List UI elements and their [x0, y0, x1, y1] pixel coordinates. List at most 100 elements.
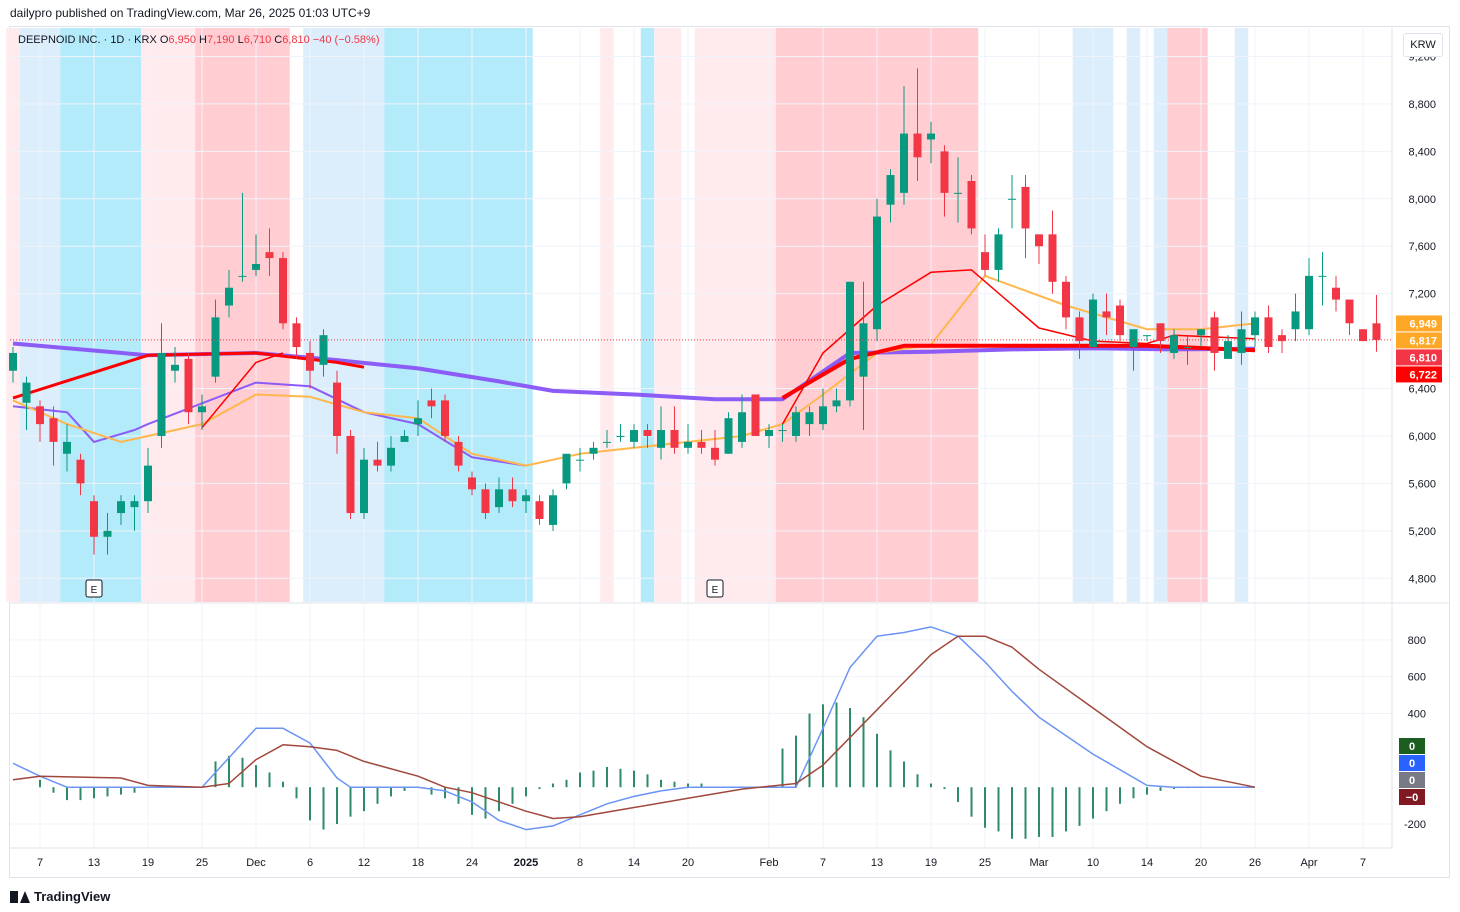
- candle-body: [319, 335, 328, 365]
- candle-body: [819, 406, 827, 425]
- candle-body: [886, 175, 895, 205]
- price-tick-label: 4,800: [1408, 573, 1436, 585]
- candle-body: [630, 430, 638, 442]
- time-tick-label: 7: [37, 857, 43, 869]
- macd-badge: [1399, 772, 1425, 788]
- price-tick-label: 5,200: [1408, 526, 1436, 538]
- open-label: O: [159, 34, 169, 46]
- ma-red-short-line: [201, 352, 284, 429]
- candle-body: [1332, 287, 1340, 300]
- signal-zone: [195, 28, 290, 602]
- macd-tick-label: -200: [1404, 819, 1426, 831]
- candle-body: [1291, 311, 1300, 330]
- macd-tick-label: 800: [1408, 635, 1426, 647]
- candle-body: [643, 430, 652, 436]
- signal-zone: [1126, 28, 1141, 602]
- candle-body: [238, 275, 247, 277]
- signal-zone: [640, 28, 655, 602]
- tradingview-logo-icon: [10, 890, 30, 903]
- signal-zone: [384, 28, 533, 602]
- candle-body: [90, 501, 98, 537]
- price-badge-label: 6,949: [1409, 318, 1437, 330]
- time-tick-label: Dec: [246, 857, 266, 869]
- time-tick-label: 13: [88, 857, 100, 869]
- candle-body: [279, 258, 287, 324]
- candle-body: [1021, 186, 1030, 229]
- publish-header: dailypro published on TradingView.com, M…: [10, 6, 371, 20]
- open-value: 6,950: [168, 34, 196, 46]
- price-tick-label: 6,400: [1408, 384, 1436, 396]
- candle-body: [9, 352, 17, 371]
- time-tick-label: 7: [820, 857, 826, 869]
- time-tick-label: 20: [1195, 857, 1207, 869]
- candle-body: [967, 180, 976, 229]
- candle-body: [711, 447, 719, 460]
- time-tick-label: 14: [628, 857, 640, 869]
- earnings-marker-label: E: [91, 585, 98, 596]
- candle-body: [981, 252, 989, 270]
- ma-purple-short-line: [12, 381, 527, 467]
- earnings-marker-label: E: [712, 585, 719, 596]
- candle-body: [1048, 234, 1057, 282]
- candle-body: [130, 501, 139, 508]
- candle-body: [454, 441, 463, 466]
- candle-body: [414, 418, 422, 425]
- price-tick-label: 7,600: [1408, 241, 1436, 253]
- time-tick-label: 12: [358, 857, 370, 869]
- candle-body: [1008, 198, 1016, 200]
- candle-body: [292, 323, 301, 348]
- candle-body: [724, 418, 733, 454]
- currency-button[interactable]: KRW: [1403, 33, 1443, 57]
- candle-body: [225, 287, 233, 306]
- time-tick-label: 19: [925, 857, 937, 869]
- macd-badge: [1399, 789, 1425, 805]
- earnings-marker: [706, 579, 724, 598]
- candle-body: [144, 465, 152, 502]
- candle-body: [1183, 347, 1192, 349]
- earnings-marker: [85, 579, 103, 598]
- candle-body: [1237, 329, 1246, 353]
- symbol-interval: 1D: [110, 34, 125, 46]
- macd-badge-label: 0: [1409, 775, 1415, 787]
- candle-body: [117, 501, 125, 514]
- close-value: 6,810: [282, 34, 310, 46]
- close-label: C: [274, 34, 283, 46]
- candle-body: [184, 358, 193, 413]
- candle-body: [495, 489, 503, 508]
- candle-body: [562, 453, 571, 484]
- low-label: L: [237, 34, 244, 46]
- high-label: H: [199, 34, 207, 46]
- tradingview-brand[interactable]: TradingView: [10, 889, 110, 904]
- candle-body: [805, 412, 814, 425]
- candle-body: [346, 435, 355, 514]
- signal-zone: [60, 28, 142, 602]
- change-value: −40 (−0.58%): [312, 34, 380, 46]
- candle-body: [1345, 299, 1354, 324]
- candle-body: [792, 412, 800, 436]
- candle-body: [1116, 305, 1124, 336]
- candle-body: [616, 435, 625, 437]
- signal-zone: [1153, 28, 1168, 602]
- candle-body: [765, 430, 773, 436]
- candle-body: [1129, 329, 1138, 348]
- signal-zone: [6, 28, 20, 602]
- time-tick-label: 25: [979, 857, 991, 869]
- candle-body: [22, 382, 31, 403]
- candle-body: [252, 264, 260, 270]
- price-badge: [1396, 315, 1442, 332]
- legend-separator: ·: [103, 34, 108, 46]
- candle-body: [913, 133, 922, 158]
- candle-body: [589, 447, 598, 454]
- time-tick-label: 18: [412, 857, 424, 869]
- candle-body: [1318, 275, 1327, 277]
- signal-zone: [141, 28, 196, 602]
- candle-body: [522, 495, 530, 502]
- candle-body: [954, 192, 962, 194]
- candle-body: [576, 459, 584, 461]
- candle-body: [49, 418, 58, 442]
- candle-body: [1156, 323, 1165, 342]
- candle-body: [657, 430, 665, 448]
- macd-tick-label: 600: [1408, 672, 1426, 684]
- high-value: 7,190: [206, 34, 235, 46]
